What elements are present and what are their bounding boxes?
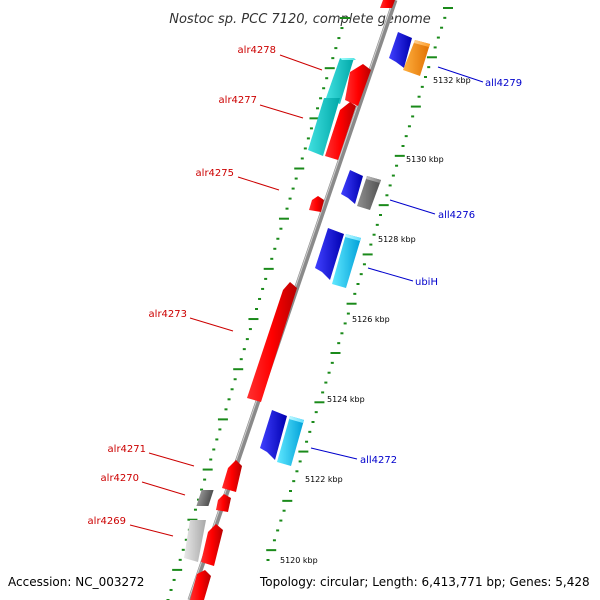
gene-alr4278-left[interactable]	[326, 58, 354, 104]
gene-alr4277-left[interactable]	[308, 98, 340, 156]
gene-alr4278[interactable]	[345, 64, 371, 106]
tick-dots-inner	[266, 7, 453, 561]
gene-alr4275[interactable]	[309, 196, 324, 212]
gene-label-alr4270[interactable]: alr4270	[101, 473, 139, 484]
forward-genes	[184, 0, 395, 600]
gene-all4276-top	[366, 176, 381, 183]
gene-alr4278-left-top	[340, 58, 356, 60]
gene-all4272-top	[289, 416, 304, 423]
gene-label-ubiH[interactable]: ubiH	[415, 277, 438, 288]
gene-all4279[interactable]	[403, 40, 430, 76]
tick-label: 5128 kbp	[378, 235, 416, 244]
gene-label-all4279[interactable]: all4279	[485, 78, 522, 89]
gene-label-alr4271[interactable]: alr4271	[108, 444, 146, 455]
gene-alr4269[interactable]	[201, 524, 223, 566]
gene-alr4277[interactable]	[325, 102, 356, 160]
gene-label-alr4278[interactable]: alr4278	[238, 45, 276, 56]
gene-label-all4276[interactable]: all4276	[438, 210, 475, 221]
tick-label: 5130 kbp	[406, 155, 444, 164]
gene-all4279-blue[interactable]	[389, 32, 412, 68]
tick-label: 5124 kbp	[327, 395, 365, 404]
accession-text: Accession: NC_003272	[8, 575, 144, 589]
gene-all4276-blue[interactable]	[341, 170, 363, 204]
gene-alr4269-light[interactable]	[184, 520, 206, 562]
tick-label: 5122 kbp	[305, 475, 343, 484]
gene-ubiH[interactable]	[332, 234, 361, 288]
reverse-labels: all4279 all4276 ubiH all4272	[360, 78, 522, 466]
gene-label-alr4269[interactable]: alr4269	[88, 516, 126, 527]
forward-labels: alr4278 alr4277 alr4275 alr4273 alr4271 …	[88, 45, 276, 527]
gene-ubiH-blue[interactable]	[315, 228, 344, 280]
tick-labels: 5132 kbp 5130 kbp 5128 kbp 5126 kbp 5124…	[280, 76, 471, 565]
gene-label-alr4275[interactable]: alr4275	[196, 168, 234, 179]
gene-arrow[interactable]	[380, 0, 395, 8]
gene-label-alr4277[interactable]: alr4277	[219, 95, 257, 106]
gene-all4276[interactable]	[357, 176, 381, 210]
gene-alr4271[interactable]	[222, 460, 242, 492]
reverse-genes	[260, 32, 430, 466]
tick-label: 5132 kbp	[433, 76, 471, 85]
gene-all4272-blue[interactable]	[260, 410, 287, 460]
gene-label-alr4273[interactable]: alr4273	[149, 309, 187, 320]
gene-arrow[interactable]	[190, 570, 211, 600]
topology-text: Topology: circular; Length: 6,413,771 bp…	[259, 575, 590, 589]
gene-all4272[interactable]	[277, 416, 304, 466]
tick-label: 5120 kbp	[280, 556, 318, 565]
reverse-leaders	[310, 66, 484, 460]
gene-alr4270[interactable]	[216, 494, 231, 512]
gene-alr4270-gray[interactable]	[196, 490, 214, 506]
map-title: Nostoc sp. PCC 7120, complete genome	[169, 12, 431, 27]
gene-alr4273[interactable]	[247, 282, 297, 402]
tick-label: 5126 kbp	[352, 315, 390, 324]
gene-label-all4272[interactable]: all4272	[360, 455, 397, 466]
gene-all4279-top	[414, 40, 430, 47]
gene-ubiH-top	[345, 234, 361, 241]
forward-leaders	[129, 54, 323, 537]
